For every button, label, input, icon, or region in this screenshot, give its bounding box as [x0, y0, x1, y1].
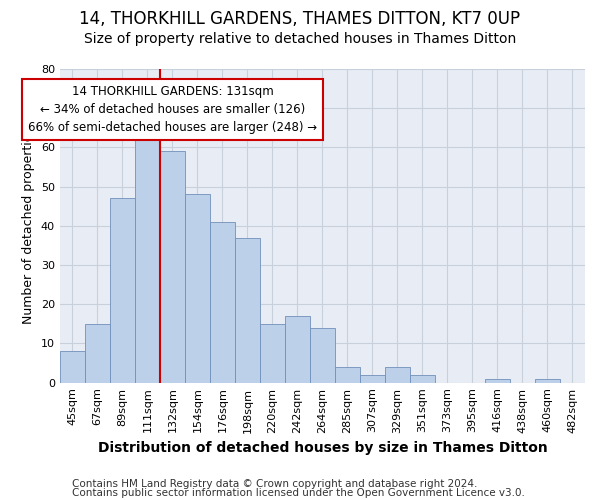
Bar [485, 379, 510, 382]
Bar [335, 367, 360, 382]
Text: Contains public sector information licensed under the Open Government Licence v3: Contains public sector information licen… [72, 488, 525, 498]
Bar [260, 324, 285, 382]
Bar [210, 222, 235, 382]
Bar [385, 367, 410, 382]
Bar [360, 375, 385, 382]
Text: Contains HM Land Registry data © Crown copyright and database right 2024.: Contains HM Land Registry data © Crown c… [72, 479, 478, 489]
Text: Size of property relative to detached houses in Thames Ditton: Size of property relative to detached ho… [84, 32, 516, 46]
Bar [410, 375, 435, 382]
Bar [535, 379, 560, 382]
Bar [135, 136, 160, 382]
Y-axis label: Number of detached properties: Number of detached properties [22, 128, 35, 324]
Bar [60, 352, 85, 382]
Text: 14, THORKHILL GARDENS, THAMES DITTON, KT7 0UP: 14, THORKHILL GARDENS, THAMES DITTON, KT… [79, 10, 521, 28]
Bar [310, 328, 335, 382]
Text: 14 THORKHILL GARDENS: 131sqm
← 34% of detached houses are smaller (126)
66% of s: 14 THORKHILL GARDENS: 131sqm ← 34% of de… [28, 84, 317, 134]
Bar [160, 152, 185, 382]
Bar [85, 324, 110, 382]
Bar [285, 316, 310, 382]
X-axis label: Distribution of detached houses by size in Thames Ditton: Distribution of detached houses by size … [98, 441, 547, 455]
Bar [185, 194, 210, 382]
Bar [235, 238, 260, 382]
Bar [110, 198, 135, 382]
